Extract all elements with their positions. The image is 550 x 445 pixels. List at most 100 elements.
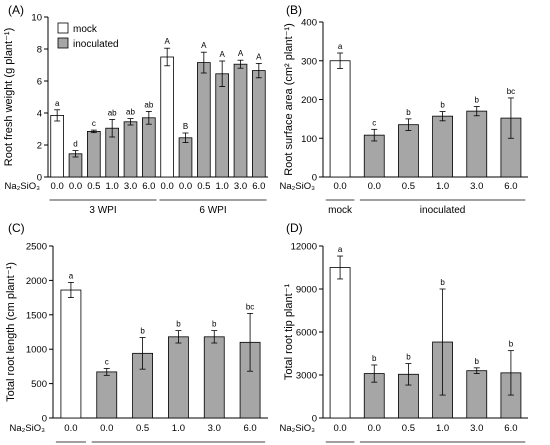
y-tick-label: 300 bbox=[301, 56, 317, 67]
bar bbox=[203, 336, 225, 419]
bar bbox=[60, 289, 82, 419]
significance-letter: b bbox=[440, 101, 445, 110]
significance-letter: B bbox=[183, 122, 188, 131]
significance-letter: c bbox=[372, 118, 376, 127]
y-tick-label: 0 bbox=[42, 414, 47, 425]
panel-c: (C) 0 500 1000 1500 2000 2500 Total root length… bbox=[5, 221, 268, 443]
y-tick-label: 1000 bbox=[26, 345, 47, 356]
bar bbox=[233, 63, 248, 178]
x-tick-label: 0.0 bbox=[179, 181, 192, 192]
x-tick-label: 0.0 bbox=[100, 423, 113, 434]
panel-d: (D) 0 3000 6000 9000 12000 Total root tip plan… bbox=[279, 221, 528, 443]
significance-letter: a bbox=[55, 99, 60, 108]
bar bbox=[168, 336, 189, 419]
treatment-label: Na₂SiO₃ bbox=[279, 423, 315, 434]
y-tick-label: 6 bbox=[37, 77, 42, 88]
x-tick-label: 0.0 bbox=[64, 423, 77, 434]
significance-letter: b bbox=[140, 327, 145, 336]
bar bbox=[160, 56, 174, 178]
significance-letter: a bbox=[69, 271, 74, 280]
significance-letter: A bbox=[238, 49, 244, 58]
x-tick-label: 6.0 bbox=[142, 181, 155, 192]
group-label: 3 WPI bbox=[89, 205, 116, 216]
y-tick-label: 500 bbox=[31, 379, 47, 390]
significance-letter: a bbox=[338, 42, 343, 51]
y-tick-label: 400 bbox=[301, 18, 317, 29]
significance-letter: A bbox=[256, 52, 262, 61]
x-tick-label: 0.0 bbox=[368, 181, 381, 192]
bar bbox=[432, 115, 453, 178]
legend-entry: mock bbox=[73, 24, 98, 35]
x-tick-label: 1.0 bbox=[172, 423, 185, 434]
x-tick-label: 0.0 bbox=[368, 423, 381, 434]
x-tick-label: 0.0 bbox=[51, 181, 64, 192]
significance-letter: a bbox=[338, 245, 343, 254]
y-tick-label: 0 bbox=[312, 414, 317, 425]
bar bbox=[329, 60, 351, 178]
y-axis-label: Root fresh weight (g plant⁻¹) bbox=[3, 28, 15, 166]
panel-a: (A) 0 2 4 6 8 10 Root fresh weight (g plant⁻¹) a… bbox=[3, 3, 268, 216]
treatment-label: Na₂SiO₃ bbox=[4, 181, 40, 192]
x-tick-label: 0.0 bbox=[161, 181, 174, 192]
significance-letter: b bbox=[406, 108, 411, 117]
bar bbox=[142, 117, 156, 178]
significance-letter: b bbox=[406, 353, 411, 362]
y-tick-label: 2 bbox=[37, 141, 42, 152]
legend-entry: inoculated bbox=[73, 39, 119, 50]
x-tick-label: 3.0 bbox=[470, 423, 483, 434]
x-tick-label: 0.0 bbox=[333, 423, 346, 434]
significance-letter: ab bbox=[108, 108, 117, 117]
x-tick-label: 0.5 bbox=[136, 423, 149, 434]
y-tick-label: 1500 bbox=[26, 310, 47, 321]
bar bbox=[363, 134, 385, 178]
group-label: mock bbox=[328, 205, 353, 216]
x-tick-label: 0.5 bbox=[402, 181, 415, 192]
x-tick-label: 6.0 bbox=[243, 423, 256, 434]
panel-label: (B) bbox=[286, 3, 302, 17]
x-tick-label: 3.0 bbox=[208, 423, 221, 434]
y-tick-label: 8 bbox=[37, 45, 42, 56]
significance-letter: c bbox=[105, 357, 109, 366]
bar bbox=[87, 130, 101, 178]
x-tick-label: 0.5 bbox=[402, 423, 415, 434]
y-tick-label: 0 bbox=[312, 173, 317, 184]
significance-letter: d bbox=[73, 140, 77, 149]
y-axis-label: Total root tip plant⁻¹ bbox=[283, 284, 295, 381]
significance-letter: b bbox=[212, 320, 217, 329]
significance-letter: A bbox=[201, 41, 207, 50]
x-tick-label: 1.0 bbox=[436, 181, 449, 192]
significance-letter: b bbox=[475, 95, 480, 104]
x-tick-label: 3.0 bbox=[234, 181, 247, 192]
x-tick-label: 0.0 bbox=[69, 181, 82, 192]
x-tick-label: 1.0 bbox=[436, 423, 449, 434]
significance-letter: A bbox=[219, 50, 225, 59]
group-label: inoculated bbox=[420, 205, 466, 216]
x-tick-label: 6.0 bbox=[504, 181, 517, 192]
bar bbox=[398, 124, 419, 178]
y-tick-label: 12000 bbox=[291, 242, 317, 253]
panel-label: (C) bbox=[8, 221, 25, 235]
bar bbox=[178, 137, 193, 178]
bar bbox=[329, 267, 351, 419]
bar bbox=[466, 110, 488, 178]
significance-letter: bc bbox=[246, 302, 254, 311]
significance-letter: b bbox=[440, 278, 445, 287]
legend-swatch bbox=[57, 37, 69, 49]
y-tick-label: 10 bbox=[31, 13, 42, 24]
legend-swatch bbox=[57, 22, 69, 34]
x-tick-label: 6.0 bbox=[252, 181, 265, 192]
x-tick-label: 3.0 bbox=[470, 181, 483, 192]
y-tick-label: 200 bbox=[301, 95, 317, 106]
y-tick-label: 3000 bbox=[296, 371, 317, 382]
x-tick-label: 0.0 bbox=[333, 181, 346, 192]
x-tick-label: 0.5 bbox=[87, 181, 100, 192]
significance-letter: ab bbox=[144, 100, 153, 109]
y-tick-label: 0 bbox=[37, 173, 42, 184]
panel-label: (A) bbox=[8, 3, 24, 17]
x-tick-label: 1.0 bbox=[106, 181, 119, 192]
significance-letter: b bbox=[509, 340, 514, 349]
x-tick-label: 1.0 bbox=[216, 181, 229, 192]
significance-letter: b bbox=[176, 320, 181, 329]
significance-letter: bc bbox=[507, 87, 515, 96]
